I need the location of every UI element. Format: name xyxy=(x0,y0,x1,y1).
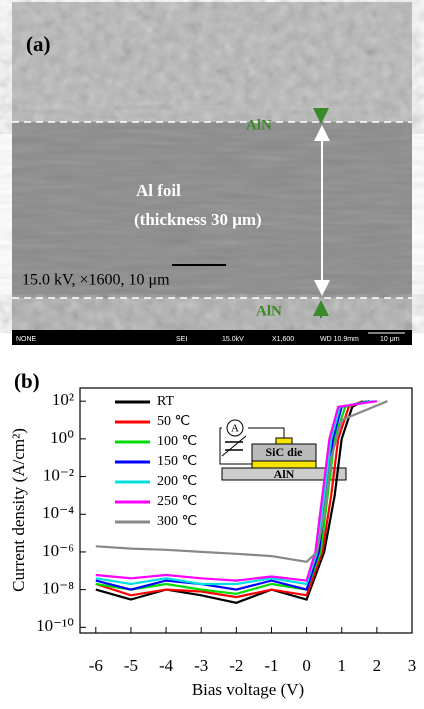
legend-label: 50 ℃ xyxy=(157,414,190,429)
x-tick-label: -3 xyxy=(194,656,208,675)
thickness-label: (thickness 30 μm) xyxy=(134,210,262,229)
y-tick-label: 10⁰ xyxy=(50,428,74,447)
legend-label: RT xyxy=(157,394,174,409)
x-tick-label: -4 xyxy=(159,656,174,675)
aln-label: AlN xyxy=(246,117,272,133)
x-tick-label: 2 xyxy=(373,656,382,675)
info-text: SEI xyxy=(176,336,187,343)
legend-label: 150 ℃ xyxy=(157,454,197,469)
info-text: X1,600 xyxy=(272,336,294,343)
legend-label: 300 ℃ xyxy=(157,514,197,529)
x-tick-label: -6 xyxy=(89,656,103,675)
x-tick-label: -2 xyxy=(229,656,243,675)
y-tick-label: 10² xyxy=(52,390,74,409)
aln-label: AlN xyxy=(256,303,282,319)
sem-image xyxy=(12,2,412,345)
inset-label: SiC die xyxy=(265,445,303,459)
panel-label: (a) xyxy=(26,32,51,56)
info-text: NONE xyxy=(16,336,37,343)
panel-label: (b) xyxy=(14,369,40,393)
info-text: WD 10.9mm xyxy=(320,336,359,343)
y-tick-label: 10⁻⁴ xyxy=(42,503,74,522)
y-tick-label: 10⁻¹⁰ xyxy=(36,616,74,635)
x-tick-label: 3 xyxy=(408,656,417,675)
x-tick-label: 0 xyxy=(302,656,311,675)
foil-label: Al foil xyxy=(136,181,181,200)
legend-label: 200 ℃ xyxy=(157,474,197,489)
plot-frame xyxy=(80,388,412,633)
info-text: 15.0kV xyxy=(222,336,244,343)
inset-label: A xyxy=(231,423,239,435)
x-axis-label: Bias voltage (V) xyxy=(192,680,304,699)
x-tick-label: -1 xyxy=(264,656,278,675)
scale-text: 15.0 kV, ×1600, 10 μm xyxy=(22,272,170,289)
y-tick-label: 10⁻⁸ xyxy=(42,579,74,598)
legend-label: 250 ℃ xyxy=(157,494,197,509)
inset-label: AlN xyxy=(274,467,295,481)
y-tick-label: 10⁻² xyxy=(43,465,74,484)
y-axis-label: Current density (A/cm²) xyxy=(9,428,28,592)
info-text: 10 μm xyxy=(380,336,400,343)
x-tick-label: 1 xyxy=(337,656,346,675)
figure: (a) AlN Al foil (thickness 30 μm) 15.0 k… xyxy=(0,0,424,704)
legend-label: 100 ℃ xyxy=(157,434,197,449)
x-tick-label: -5 xyxy=(124,656,138,675)
y-tick-label: 10⁻⁶ xyxy=(42,541,74,560)
